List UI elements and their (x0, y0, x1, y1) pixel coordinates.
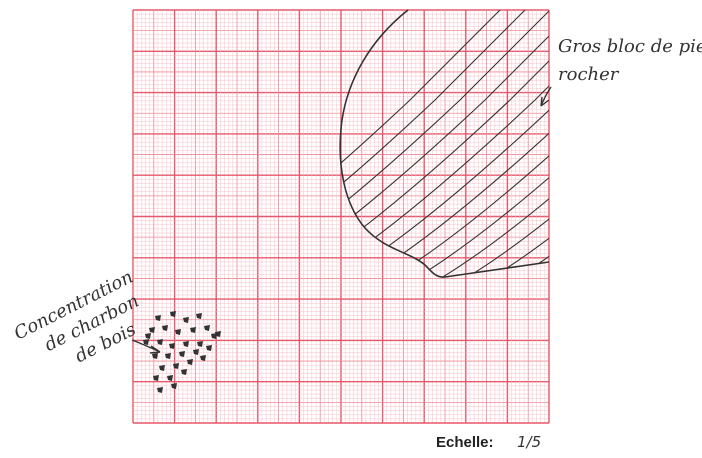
charcoal-mark (143, 339, 149, 345)
hatch-line (340, 10, 531, 278)
charcoal-mark (197, 341, 203, 347)
charcoal-mark (159, 365, 165, 371)
charcoal-mark (206, 345, 212, 351)
charcoal-mark (187, 359, 193, 365)
hatch-line (349, 10, 549, 278)
rock-label: Gros bloc de pierre (558, 36, 702, 57)
charcoal-mark (170, 311, 176, 317)
charcoal-arrow (131, 339, 161, 354)
charcoal-marks (143, 311, 221, 393)
charcoal-mark (169, 343, 175, 349)
rock-arrow (540, 86, 552, 107)
charcoal-mark (211, 333, 217, 339)
hatch-line (374, 10, 549, 278)
rock-outline (339, 9, 550, 278)
charcoal-mark (162, 325, 168, 331)
charcoal-mark (152, 353, 158, 359)
charcoal-mark (157, 339, 163, 345)
charcoal-mark (173, 363, 179, 369)
charcoal-mark (215, 331, 221, 337)
charcoal-mark (181, 369, 187, 375)
charcoal-mark (200, 355, 206, 361)
rock-label: rocher (558, 64, 620, 85)
charcoal-mark (183, 317, 189, 323)
charcoal-mark (157, 387, 163, 393)
hatch-line (340, 10, 549, 278)
charcoal-mark (179, 351, 185, 357)
hatch-line (340, 10, 549, 278)
hatch-line (340, 10, 549, 278)
charcoal-mark (183, 341, 189, 347)
charcoal-mark (167, 375, 173, 381)
charcoal-mark (190, 327, 196, 333)
hatch-line (399, 10, 549, 278)
hatch-line (340, 10, 549, 278)
charcoal-mark (145, 333, 151, 339)
charcoal-mark (165, 353, 171, 359)
hatch-line (340, 10, 549, 278)
scale-value: 1/5 (517, 433, 541, 451)
charcoal-mark (193, 349, 199, 355)
charcoal-mark (204, 325, 210, 331)
grid (132, 9, 550, 424)
charcoal-mark (196, 313, 202, 319)
charcoal-mark (153, 375, 159, 381)
charcoal-mark (155, 315, 161, 321)
hatch-line (424, 10, 549, 278)
charcoal-mark (175, 329, 181, 335)
charcoal-mark (149, 327, 155, 333)
scale-label: Echelle: (436, 434, 494, 451)
hatch-line (340, 10, 549, 278)
charcoal-mark (171, 383, 177, 389)
